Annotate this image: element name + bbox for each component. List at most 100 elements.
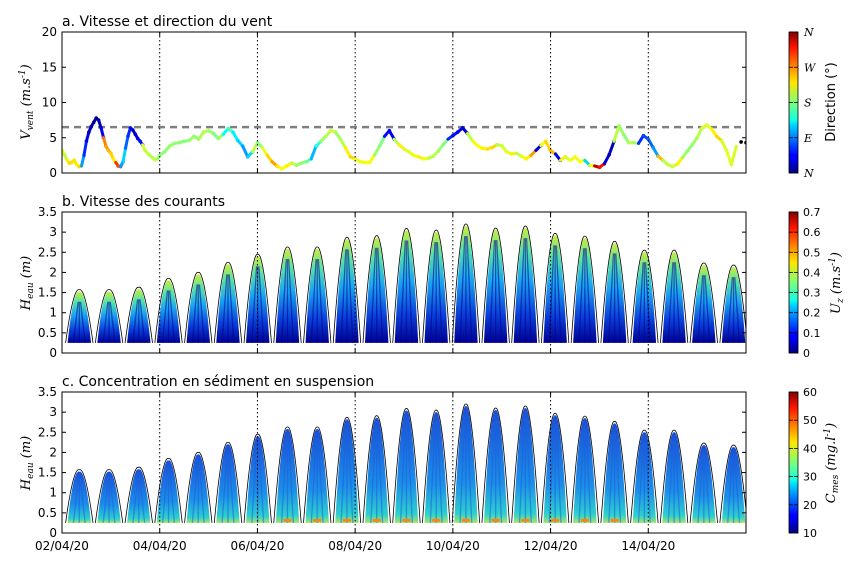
high-concentration-patch <box>521 518 530 522</box>
high-concentration-patch <box>580 518 589 522</box>
high-concentration-patch <box>461 518 470 522</box>
colorbar-direction: N E S W N Direction (°) <box>788 26 839 180</box>
profile-texture <box>228 454 235 523</box>
profile-texture <box>578 248 585 343</box>
profile-texture <box>258 266 265 343</box>
profile-texture <box>72 481 79 524</box>
water-level-envelope <box>422 409 451 523</box>
profile-texture <box>459 416 466 523</box>
colorbar-tick-label: 0.3 <box>803 287 821 300</box>
profile-texture <box>525 238 532 343</box>
water-level-envelope <box>719 264 746 343</box>
wind-segment <box>720 139 728 152</box>
profile-texture <box>132 299 139 343</box>
colorbar-tick-label: 40 <box>803 442 817 455</box>
profile-texture <box>109 301 116 344</box>
water-level-envelope <box>422 229 451 343</box>
profile-texture <box>288 439 294 523</box>
wind-segment <box>121 146 128 164</box>
profile-texture <box>466 416 473 523</box>
wind-segment <box>124 134 130 150</box>
profile-texture <box>644 442 651 523</box>
profile-texture <box>674 442 681 523</box>
panel-b-title: b. Vitesse des courants <box>62 194 225 210</box>
profile-texture <box>459 236 466 343</box>
profile-texture <box>734 457 741 523</box>
profile-texture <box>162 290 169 343</box>
colorbar-tick-label: 50 <box>803 414 817 427</box>
water-level-envelope <box>659 429 689 523</box>
profile-texture <box>578 428 585 523</box>
profile-texture <box>310 439 317 523</box>
profile-texture <box>317 259 324 343</box>
colorbar-tick-label: 0.1 <box>803 327 821 340</box>
water-level-envelope <box>689 442 718 523</box>
high-concentration-patch <box>313 518 322 522</box>
wind-segment <box>378 134 386 148</box>
profile-texture <box>496 240 503 343</box>
water-level-envelope <box>570 235 600 343</box>
water-level-envelope <box>303 246 332 343</box>
profile-texture <box>191 464 198 523</box>
profile-texture <box>555 245 562 343</box>
water-level-envelope <box>451 223 481 343</box>
profile-texture <box>518 238 525 343</box>
water-level-envelope <box>65 469 94 523</box>
profile-texture <box>280 259 287 343</box>
profile-texture <box>436 242 443 343</box>
profile-texture <box>280 439 287 523</box>
x-tick-label: 14/04/20 <box>621 539 675 553</box>
profile-texture <box>340 429 347 523</box>
water-level-envelope <box>511 225 540 343</box>
profile-texture <box>704 455 711 523</box>
profile-texture <box>585 428 592 523</box>
profile-texture <box>221 274 228 343</box>
water-level-envelope <box>124 466 153 523</box>
colorbar-tick-label: 0.5 <box>803 246 821 259</box>
profile-texture <box>496 420 503 523</box>
water-level-envelope <box>481 407 510 523</box>
wind-point <box>734 145 739 149</box>
profile-texture <box>429 422 436 523</box>
colorbar-tick-label: 20 <box>803 499 817 512</box>
colorbar-direction-label: Direction (°) <box>824 62 839 142</box>
profile-texture <box>340 249 347 343</box>
profile-texture <box>489 240 496 343</box>
profile-texture <box>727 277 734 343</box>
profile-texture <box>548 245 555 343</box>
panel-c-title: c. Concentration en sédiment en suspensi… <box>62 374 374 390</box>
wind-segment <box>612 124 621 143</box>
current-panel: 0 0.5 1 1.5 2 2.5 3 3.5 <box>38 205 747 360</box>
water-level-envelope <box>94 289 124 343</box>
profile-texture <box>406 240 413 343</box>
profile-texture <box>585 248 592 343</box>
x-tick-label: 12/04/20 <box>524 539 578 553</box>
y-tick-label: 3.5 <box>38 205 57 219</box>
wind-segment <box>80 153 86 168</box>
x-tick-label: 06/04/20 <box>230 539 284 553</box>
water-level-envelope <box>213 441 243 523</box>
x-tick-label: 08/04/20 <box>328 539 382 553</box>
profile-texture <box>399 420 406 523</box>
profile-texture <box>674 262 681 343</box>
profile-texture <box>162 470 169 523</box>
profile-texture <box>608 253 615 343</box>
profile-texture <box>734 277 741 343</box>
wind-segment <box>82 139 88 157</box>
profile-texture <box>377 247 384 343</box>
panel-c-ylabel: Heau (m) <box>19 436 36 491</box>
profile-texture <box>555 425 562 523</box>
profile-texture <box>399 240 406 343</box>
wind-segment <box>729 145 738 167</box>
water-level-envelope <box>332 416 362 523</box>
colorbar-tick-label: 0.2 <box>803 307 821 320</box>
y-tick-label: 3.5 <box>38 385 57 399</box>
profile-texture <box>608 433 615 523</box>
profile-texture <box>466 236 473 343</box>
profile-texture <box>198 464 205 523</box>
water-level-envelope <box>630 429 659 523</box>
high-concentration-patch <box>610 518 619 522</box>
profile-texture <box>615 253 622 343</box>
wind-segment <box>607 139 616 157</box>
